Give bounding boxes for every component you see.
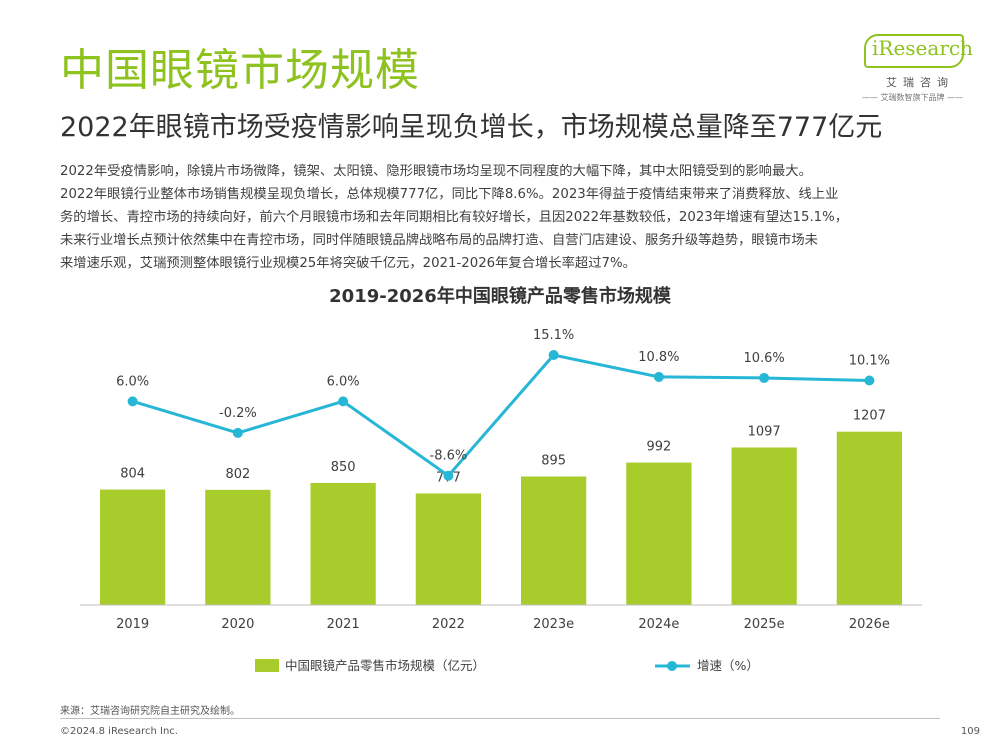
bar bbox=[99, 489, 166, 605]
body-line: 2022年眼镜行业整体市场销售规模呈现负增长，总体规模777亿，同比下降8.6%… bbox=[60, 187, 839, 202]
bar-value-label: 804 bbox=[120, 467, 145, 482]
body-line: 来增速乐观，艾瑞预测整体眼镜行业规模25年将突破千亿元，2021-2026年复合… bbox=[60, 256, 636, 271]
x-tick-label: 2025e bbox=[744, 617, 785, 632]
page-subtitle: 2022年眼镜市场受疫情影响呈现负增长，市场规模总量降至777亿元 bbox=[60, 112, 883, 143]
iresearch-logo: iResearch 艾瑞咨询 —— 艾瑞数智旗下品牌 —— bbox=[860, 34, 973, 104]
x-tick-label: 2022 bbox=[432, 617, 465, 632]
page-number: 109 bbox=[960, 726, 980, 737]
x-tick-label: 2026e bbox=[849, 617, 890, 632]
legend-bar-label: 中国眼镜产品零售市场规模（亿元） bbox=[285, 658, 485, 673]
x-tick-label: 2021 bbox=[327, 617, 360, 632]
bar bbox=[520, 476, 587, 605]
bar-value-label: 850 bbox=[331, 460, 356, 475]
page-title: 中国眼镜市场规模 bbox=[60, 45, 420, 96]
growth-point bbox=[653, 371, 664, 382]
chart-title: 2019-2026年中国眼镜产品零售市场规模 bbox=[329, 286, 671, 307]
bar-value-label: 895 bbox=[541, 453, 566, 468]
growth-point bbox=[443, 470, 454, 481]
body-paragraph: 2022年受疫情影响，除镜片市场微降，镜架、太阳镜、隐形眼镜市场均呈现不同程度的… bbox=[60, 160, 960, 275]
legend-line-marker bbox=[667, 661, 677, 671]
body-line: 未来行业增长点预计依然集中在青控市场，同时伴随眼镜品牌战略布局的品牌打造、自营门… bbox=[60, 233, 818, 248]
bar bbox=[836, 431, 903, 605]
growth-line bbox=[132, 353, 870, 478]
growth-value-label: -0.2% bbox=[219, 406, 257, 421]
growth-value-label: 6.0% bbox=[327, 374, 360, 389]
bar bbox=[310, 482, 376, 605]
growth-point bbox=[864, 375, 875, 386]
bar bbox=[205, 489, 271, 605]
x-tick-label: 2020 bbox=[221, 617, 254, 632]
combo-chart: 80420198022020850202177720228952023e9922… bbox=[80, 328, 922, 673]
growth-value-label: -8.6% bbox=[430, 449, 468, 464]
bar-value-label: 1097 bbox=[748, 424, 781, 439]
x-tick-label: 2024e bbox=[638, 617, 679, 632]
legend-bar-swatch bbox=[255, 659, 279, 672]
logo-chinese-name: 艾瑞咨询 bbox=[886, 76, 954, 89]
growth-value-label: 10.6% bbox=[743, 351, 784, 366]
footer-divider bbox=[60, 718, 940, 719]
growth-value-label: 10.8% bbox=[638, 350, 679, 365]
body-line: 2022年受疫情影响，除镜片市场微降，镜架、太阳镜、隐形眼镜市场均呈现不同程度的… bbox=[60, 164, 812, 179]
growth-point bbox=[232, 427, 243, 438]
source-note: 来源：艾瑞咨询研究院自主研究及绘制。 bbox=[60, 706, 240, 717]
x-tick-label: 2023e bbox=[533, 617, 574, 632]
growth-value-label: 6.0% bbox=[116, 374, 149, 389]
logo-slogan: —— 艾瑞数智旗下品牌 —— bbox=[862, 93, 964, 102]
bar-value-label: 992 bbox=[646, 440, 671, 455]
copyright: ©2024.8 iResearch Inc. bbox=[60, 726, 178, 737]
growth-point bbox=[127, 396, 138, 407]
growth-point bbox=[338, 396, 349, 407]
bar bbox=[731, 447, 797, 605]
growth-point bbox=[759, 372, 770, 383]
logo-mark bbox=[864, 34, 964, 68]
bar bbox=[415, 493, 482, 605]
growth-value-label: 15.1% bbox=[533, 328, 574, 343]
growth-value-label: 10.1% bbox=[849, 353, 890, 368]
legend-line-label: 增速（%） bbox=[697, 658, 759, 673]
logo-brand: iResearch bbox=[872, 36, 973, 60]
bar-value-label: 1207 bbox=[853, 409, 886, 424]
body-line: 务的增长、青控市场的持续向好，前六个月眼镜市场和去年同期相比有较好增长，且因20… bbox=[60, 210, 849, 225]
bar bbox=[626, 462, 692, 605]
bar-value-label: 802 bbox=[225, 467, 250, 482]
x-tick-label: 2019 bbox=[116, 617, 149, 632]
growth-point bbox=[548, 350, 559, 361]
